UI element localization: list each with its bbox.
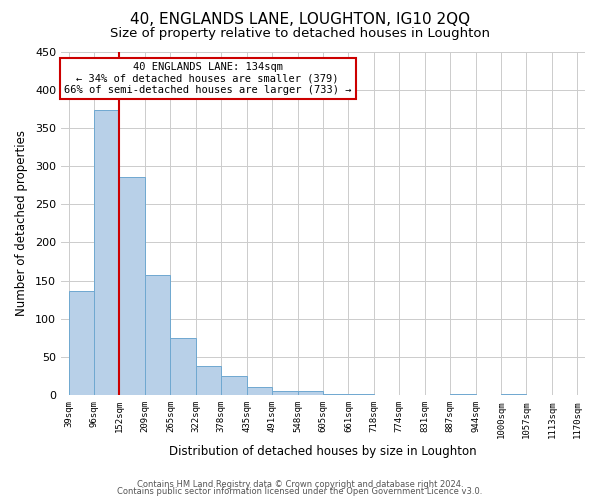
Bar	[94, 110, 119, 395]
Bar	[221, 376, 247, 395]
Bar	[145, 275, 170, 395]
Text: Contains public sector information licensed under the Open Government Licence v3: Contains public sector information licen…	[118, 488, 482, 496]
Bar	[170, 338, 196, 395]
Bar	[349, 394, 374, 395]
Text: Size of property relative to detached houses in Loughton: Size of property relative to detached ho…	[110, 28, 490, 40]
Bar	[119, 176, 145, 395]
Bar	[450, 394, 476, 395]
Bar	[272, 392, 298, 395]
Bar	[247, 386, 272, 395]
Bar	[501, 394, 526, 395]
Bar	[323, 394, 349, 395]
Y-axis label: Number of detached properties: Number of detached properties	[15, 130, 28, 316]
Text: 40 ENGLANDS LANE: 134sqm
← 34% of detached houses are smaller (379)
66% of semi-: 40 ENGLANDS LANE: 134sqm ← 34% of detach…	[64, 62, 352, 95]
Bar	[298, 392, 323, 395]
X-axis label: Distribution of detached houses by size in Loughton: Distribution of detached houses by size …	[169, 444, 477, 458]
Bar	[196, 366, 221, 395]
Bar	[68, 291, 94, 395]
Text: Contains HM Land Registry data © Crown copyright and database right 2024.: Contains HM Land Registry data © Crown c…	[137, 480, 463, 489]
Text: 40, ENGLANDS LANE, LOUGHTON, IG10 2QQ: 40, ENGLANDS LANE, LOUGHTON, IG10 2QQ	[130, 12, 470, 28]
